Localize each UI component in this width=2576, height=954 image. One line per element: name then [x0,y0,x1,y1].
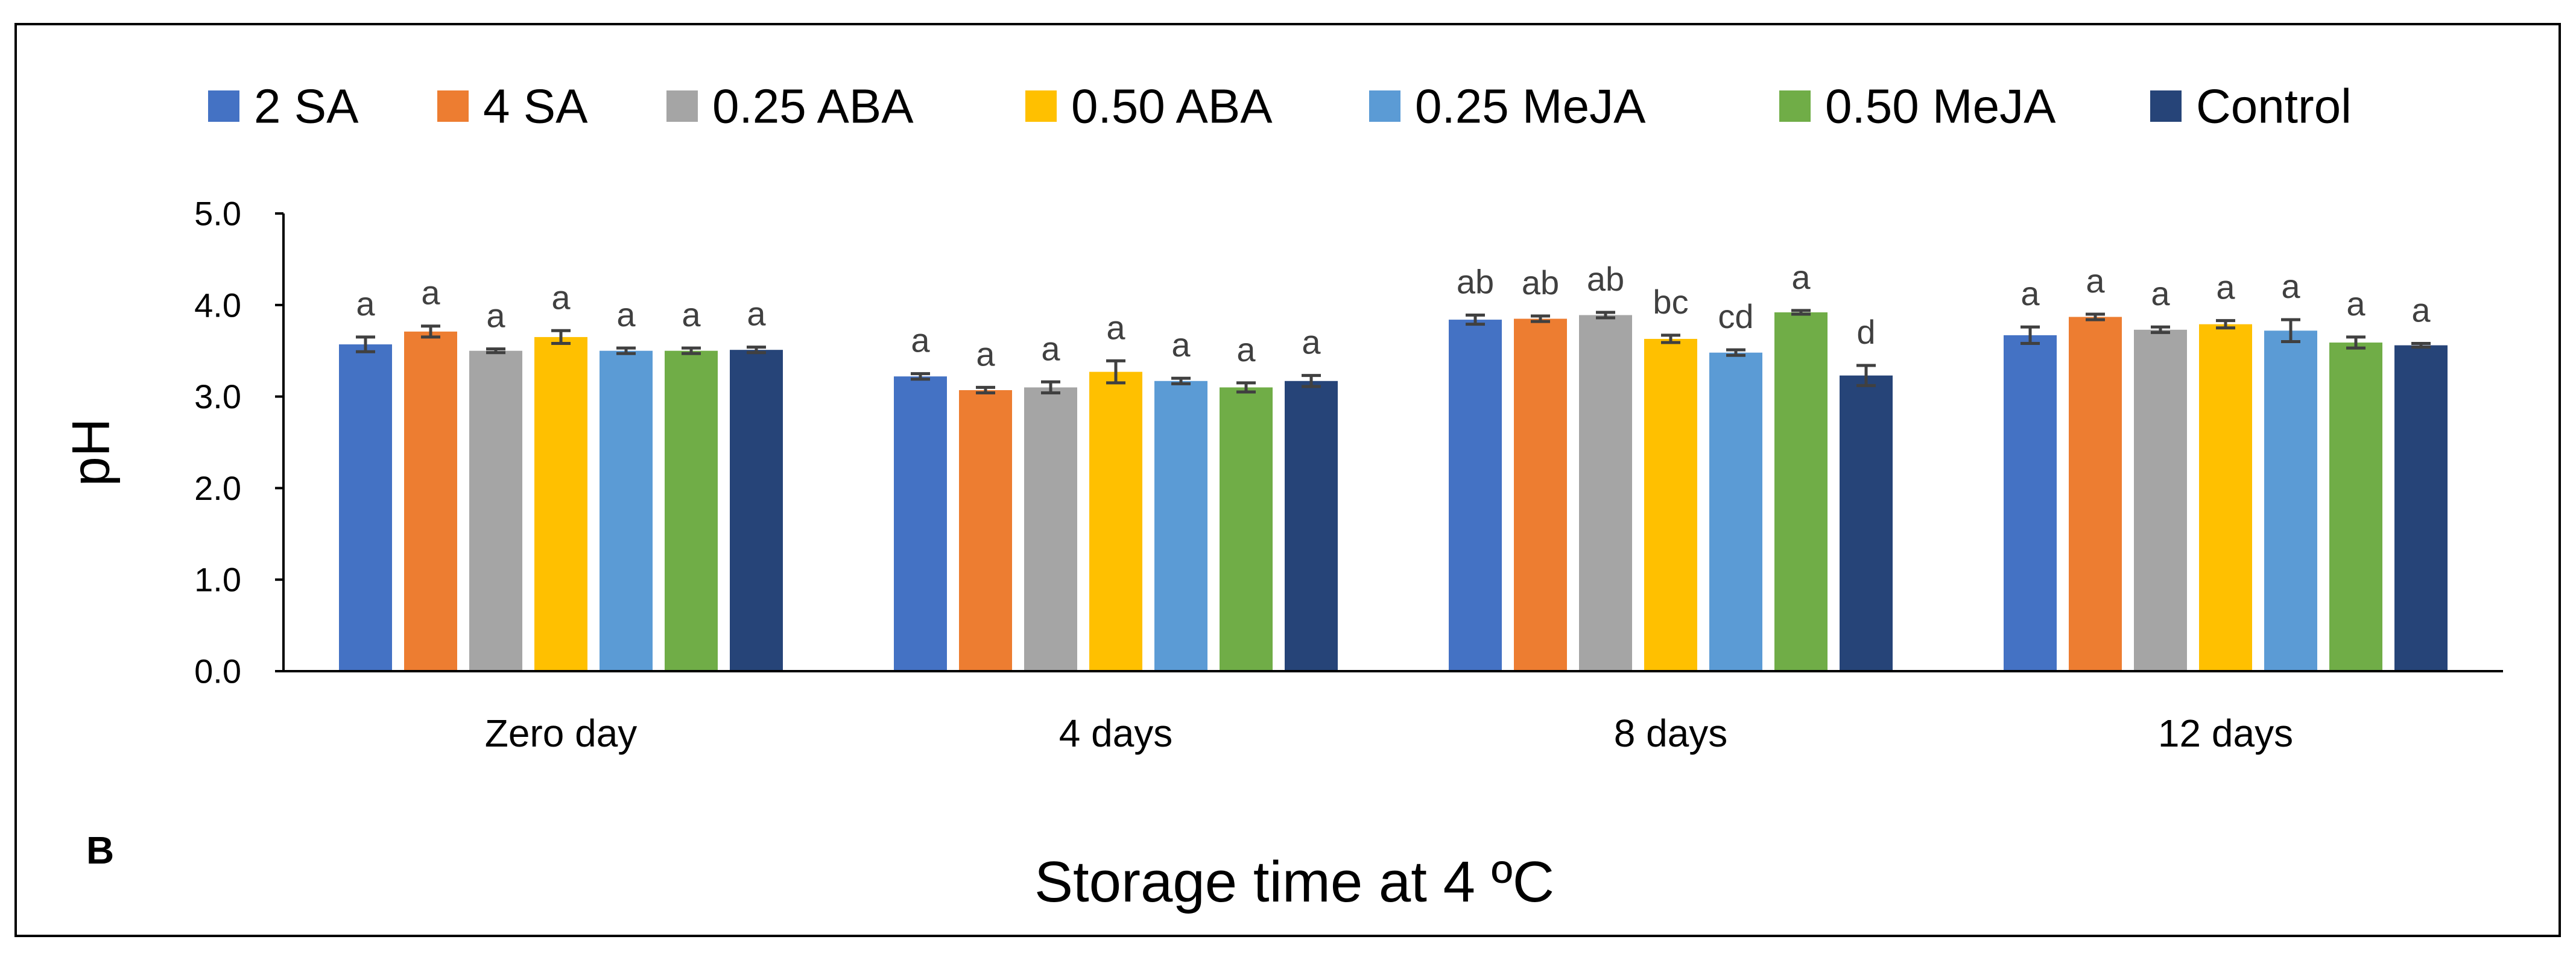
legend-swatch [1369,90,1400,122]
legend-swatch [1025,90,1057,122]
bar [1774,312,1828,671]
significance-label: bc [1653,283,1688,321]
significance-label: a [747,295,766,333]
significance-label: a [2281,267,2300,305]
bar [2394,345,2448,671]
x-tick-label: 4 days [1059,712,1173,755]
legend-swatch [1779,90,1811,122]
significance-label: a [2086,262,2105,300]
significance-label: a [486,297,505,335]
legend-label: Control [2196,80,2352,133]
bar [1579,315,1632,671]
bar [1024,387,1077,671]
y-axis: 0.0 1.0 2.0 3.0 4.0 5.0 [194,195,285,690]
bar [665,350,718,671]
bar [469,350,522,671]
significance-label: a [2151,274,2170,312]
legend-swatch [437,90,469,122]
bar [600,350,653,671]
legend: 2 SA 4 SA 0.25 ABA 0.50 ABA 0.25 MeJA 0.50 Me… [208,80,2352,133]
significance-label: a [1106,308,1125,346]
bar [339,344,392,671]
significance-label: a [2021,274,2040,312]
significance-label: a [356,285,375,323]
significance-label: a [421,274,440,312]
bar [730,350,783,671]
y-tick-label: 0.0 [194,652,241,690]
x-axis: Zero day 4 days 8 days 12 days [283,670,2503,755]
y-tick-label: 5.0 [194,195,241,233]
bar [404,331,457,671]
x-axis-title: Storage time at 4 ºC [1034,850,1554,914]
y-tick-label: 2.0 [194,469,241,507]
significance-label: d [1856,313,1875,351]
significance-label: ab [1522,264,1559,302]
legend-label: 2 SA [254,80,359,133]
bar [1709,352,1762,671]
significance-label: a [1041,329,1060,367]
significance-label: a [682,295,701,333]
significance-label: ab [1587,260,1624,298]
bar [1285,381,1338,671]
x-tick-label: 12 days [2158,712,2293,755]
significance-label: a [2216,268,2235,306]
significance-label: a [1236,330,1256,368]
legend-label: 0.50 ABA [1071,80,1273,133]
bar [1840,375,1893,671]
significance-label: a [1171,326,1191,364]
significance-label: ab [1457,262,1494,300]
significance-label: cd [1718,297,1753,335]
bar [2264,330,2317,671]
x-tick-label: 8 days [1614,712,1728,755]
y-tick-label: 1.0 [194,561,241,599]
bar [894,376,947,671]
bar [1514,318,1567,671]
y-tick-label: 3.0 [194,377,241,415]
significance-label: a [976,335,995,373]
significance-label: a [1791,258,1811,296]
y-axis-title: pH [61,419,121,487]
bar [534,336,587,671]
y-tick-label: 4.0 [194,286,241,324]
significance-label: a [551,278,571,316]
legend-label: 0.50 MeJA [1825,80,2056,133]
legend-label: 0.25 MeJA [1415,80,1646,133]
legend-swatch [666,90,698,122]
significance-label: a [2346,285,2366,323]
bar [2329,343,2382,671]
significance-label: a [616,295,636,333]
panel-label: B [86,829,114,872]
significance-label: a [1302,323,1321,361]
bar [1089,371,1142,671]
bar [959,390,1012,671]
bar [2069,317,2122,671]
bar [1220,387,1273,671]
legend-label: 4 SA [483,80,588,133]
bar [2199,324,2252,671]
significance-label: a [911,321,930,359]
legend-swatch [208,90,239,122]
bar [2134,329,2187,671]
bar [2004,335,2057,671]
x-tick-label: Zero day [485,712,638,755]
legend-label: 0.25 ABA [712,80,914,133]
bar [1644,338,1697,671]
bar [1449,320,1502,671]
bar [1154,381,1207,671]
legend-swatch [2150,90,2182,122]
significance-label: a [2411,291,2431,329]
